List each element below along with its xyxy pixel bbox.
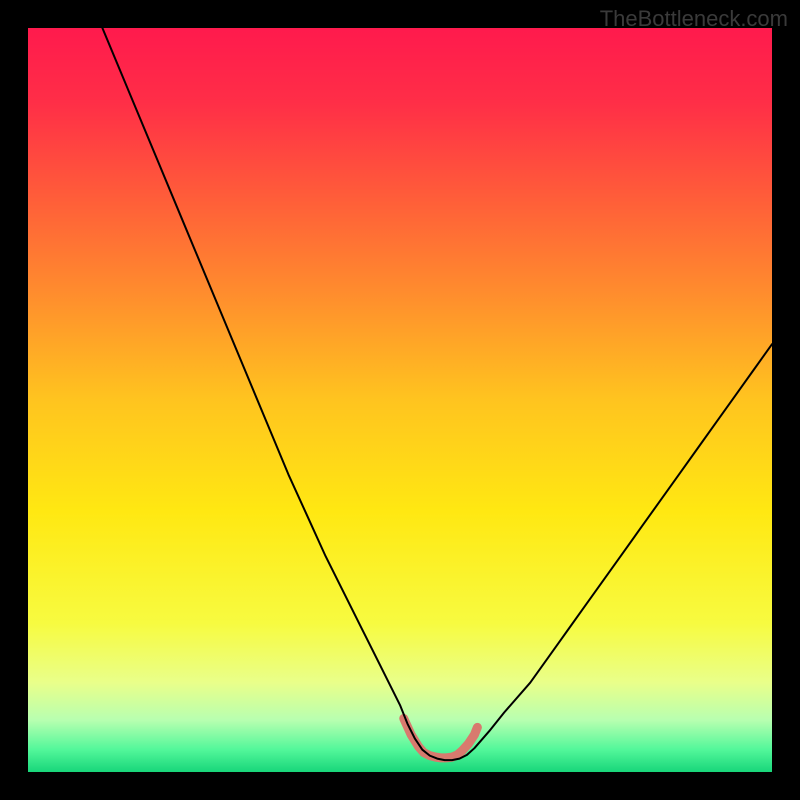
chart-container: TheBottleneck.com xyxy=(0,0,800,800)
watermark-text: TheBottleneck.com xyxy=(600,6,788,32)
chart-svg xyxy=(28,28,772,772)
gradient-background xyxy=(28,28,772,772)
